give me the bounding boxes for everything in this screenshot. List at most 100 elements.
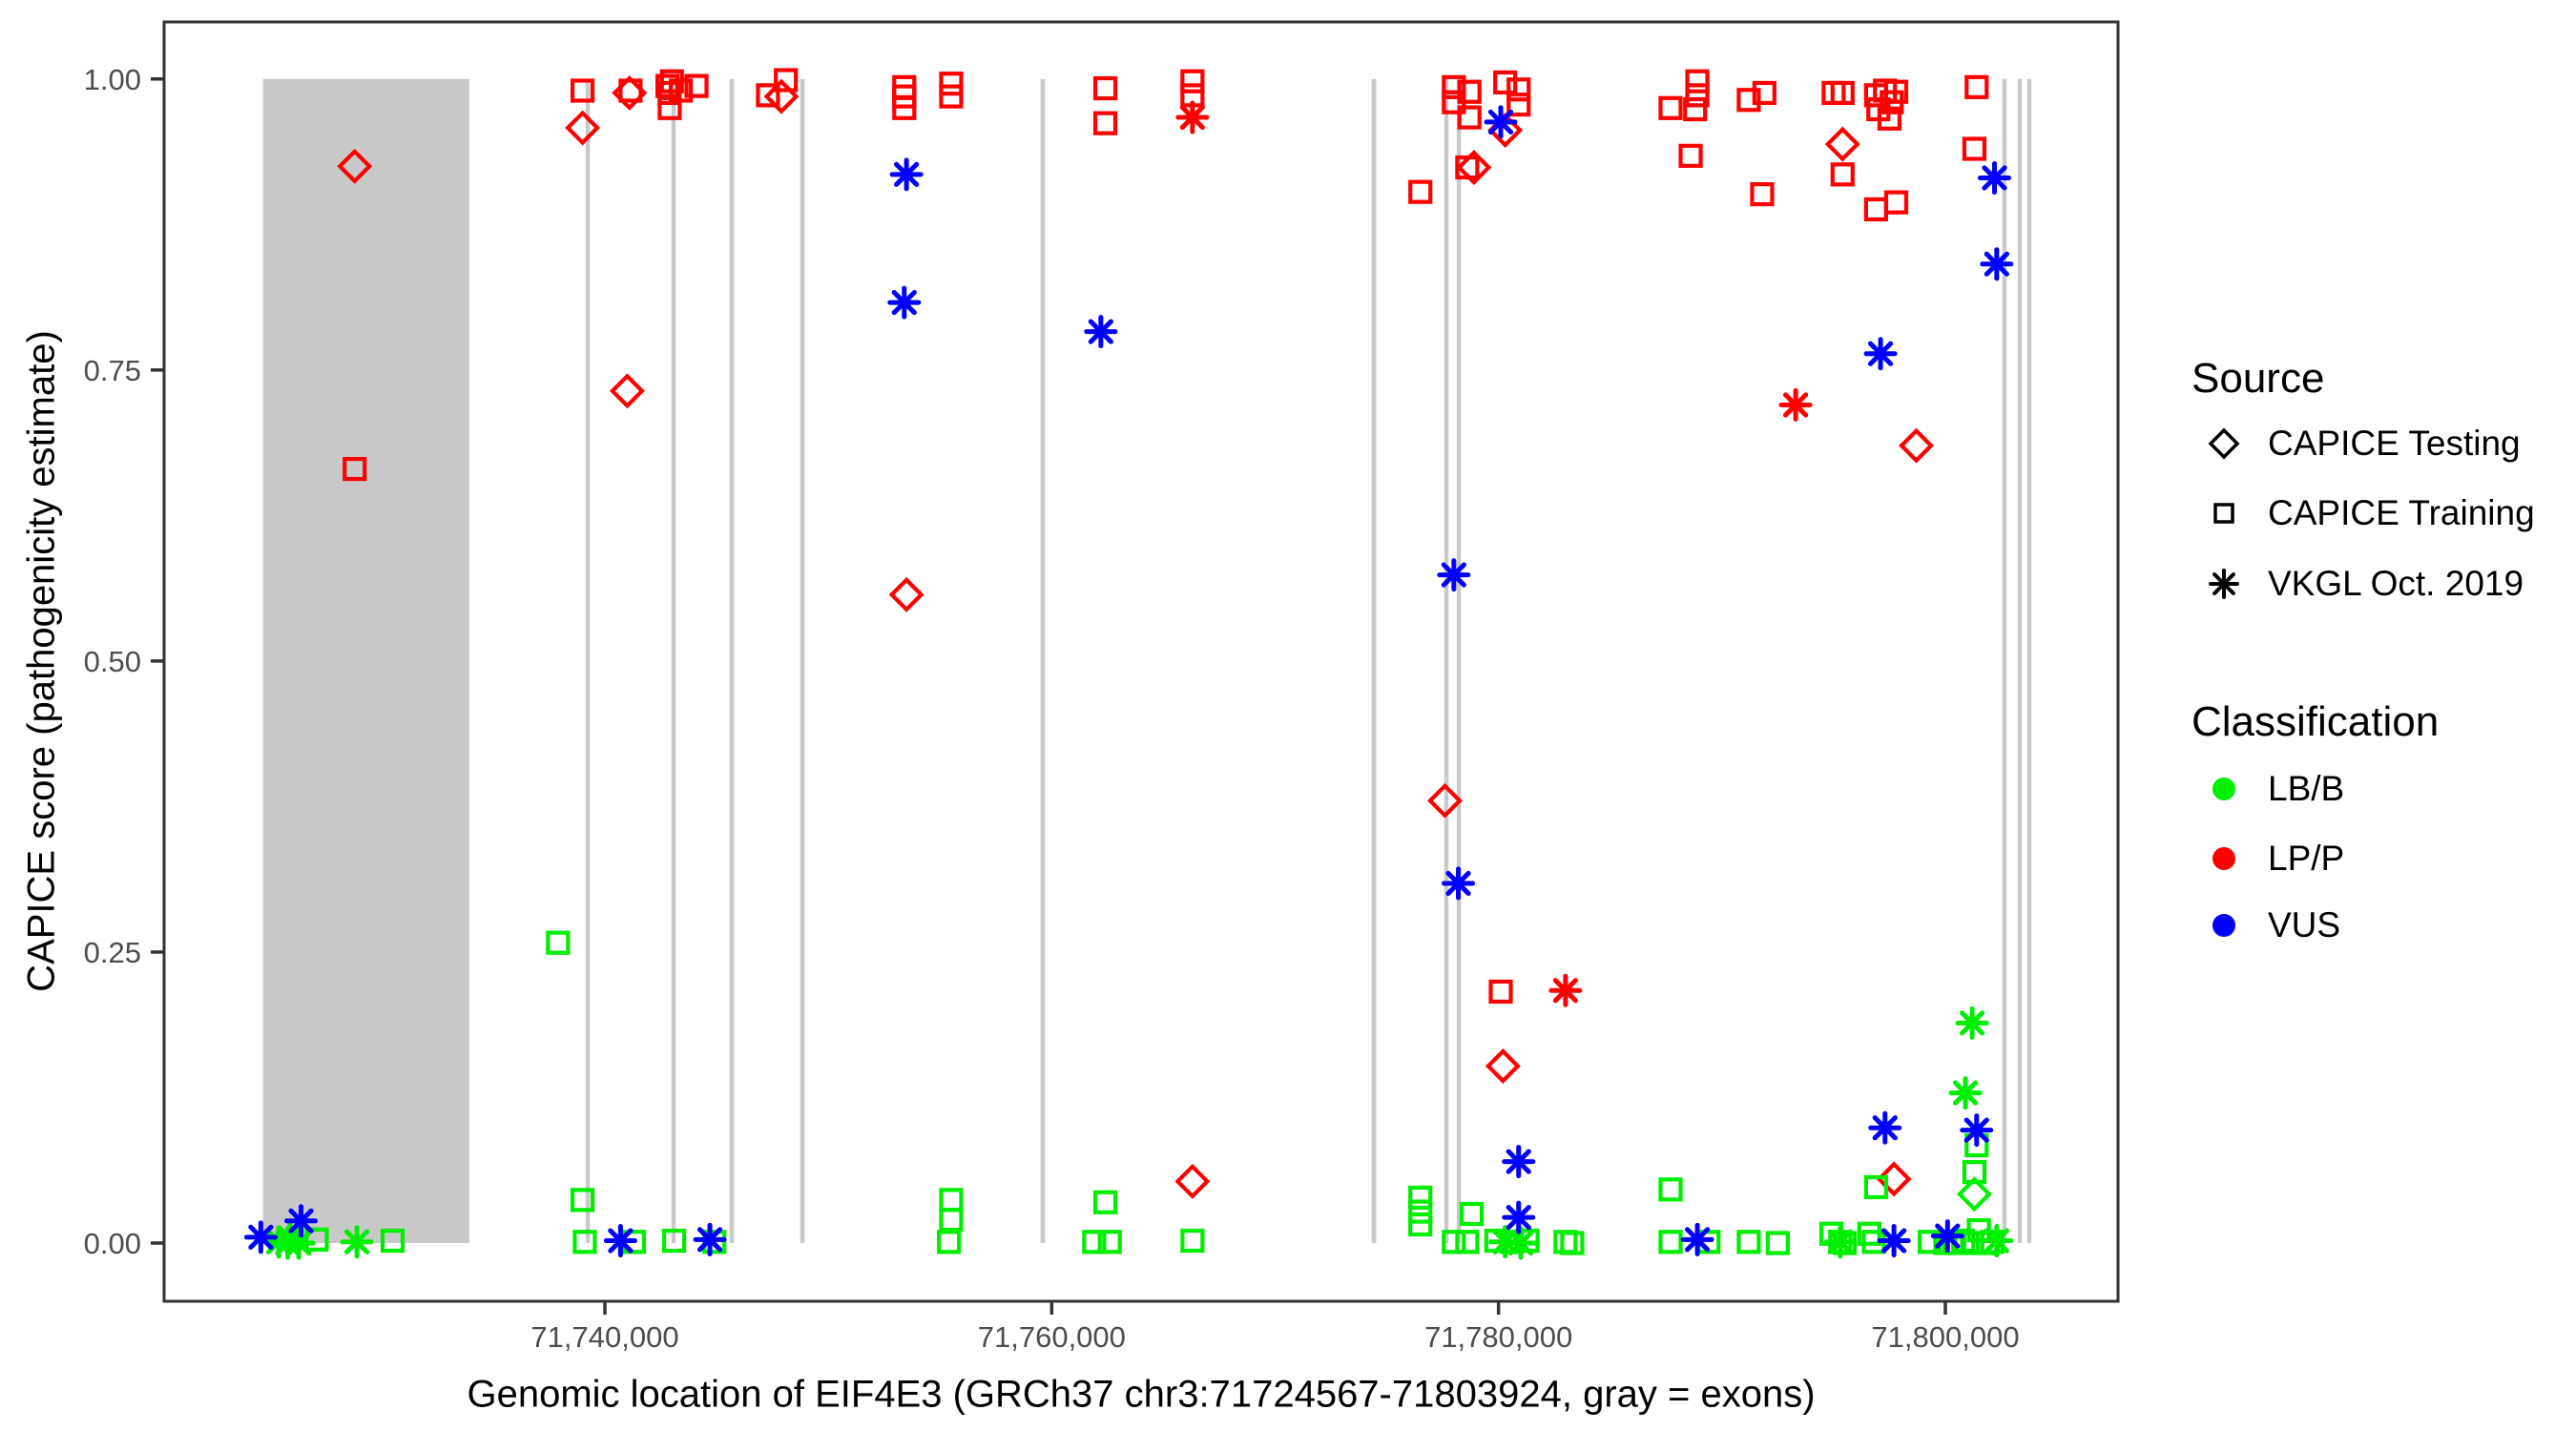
data-point <box>1175 100 1210 135</box>
exon-band <box>1456 78 1462 1243</box>
asterisk-arm <box>1088 319 1113 344</box>
data-point <box>1863 197 1889 222</box>
asterisk-arm <box>1881 1228 1907 1254</box>
data-point <box>1455 1230 1480 1255</box>
data-point <box>1485 1048 1521 1084</box>
asterisk-icon <box>2203 563 2245 605</box>
data-point <box>380 1228 405 1254</box>
green-dot-icon <box>2203 768 2245 810</box>
data-point <box>1962 136 1987 161</box>
asterisk-arm <box>248 1224 274 1250</box>
legend-item-label: VKGL Oct. 2019 <box>2268 564 2524 603</box>
data-point <box>1736 88 1761 113</box>
y-tick-label: 0.00 <box>84 1227 141 1260</box>
data-point <box>1097 1230 1122 1255</box>
exon-band <box>1371 78 1377 1243</box>
x-tick-label: 71,800,000 <box>1871 1320 2019 1354</box>
asterisk-arm <box>1982 165 2007 191</box>
data-point <box>1863 337 1898 371</box>
data-point <box>1502 1145 1536 1179</box>
data-point <box>340 1225 374 1259</box>
data-point <box>1456 150 1492 185</box>
data-point <box>1765 1231 1790 1255</box>
data-point <box>1506 93 1531 117</box>
data-point <box>1876 1161 1912 1197</box>
exon-band <box>2002 78 2007 1243</box>
exon-band <box>262 78 469 1243</box>
asterisk-arm <box>1782 392 1809 418</box>
x-tick-label: 71,760,000 <box>978 1320 1126 1354</box>
exon-band <box>585 78 591 1243</box>
legend-item-label: LP/P <box>2268 839 2345 878</box>
data-point <box>1484 105 1518 139</box>
data-point <box>1863 1174 1889 1200</box>
data-point <box>1678 143 1703 168</box>
exon-band <box>671 78 676 1243</box>
asterisk-arm <box>343 1229 370 1255</box>
data-point <box>1442 74 1466 99</box>
data-point <box>1955 1006 1989 1040</box>
data-point <box>1683 96 1708 122</box>
data-point <box>887 285 922 320</box>
asterisk-arm <box>288 1208 314 1234</box>
asterisk-arm <box>1984 251 2009 277</box>
data-point <box>888 576 924 612</box>
data-point <box>546 930 571 955</box>
data-point <box>337 148 373 184</box>
data-point <box>618 78 643 103</box>
data-point <box>1883 190 1909 215</box>
asterisk-arm <box>1959 1010 1985 1036</box>
data-point <box>937 1230 962 1255</box>
data-point <box>1948 1076 1983 1110</box>
data-point <box>572 1230 597 1255</box>
data-point <box>1877 1224 1911 1258</box>
asterisk-arm <box>1506 1149 1531 1174</box>
legend-item-label: LB/B <box>2268 769 2345 808</box>
data-point <box>1459 1201 1485 1227</box>
data-point <box>939 84 964 109</box>
diamond-icon <box>2203 423 2245 465</box>
data-point <box>1824 126 1860 162</box>
asterisk-arm <box>1507 1230 1534 1256</box>
x-tick-label: 71,740,000 <box>530 1320 678 1354</box>
x-axis-title: Genomic location of EIF4E3 (GRCh37 chr3:… <box>467 1373 1816 1416</box>
data-point <box>684 73 709 98</box>
data-point <box>243 1220 278 1255</box>
data-point <box>1736 1230 1761 1255</box>
asterisk-arm <box>1867 341 1894 366</box>
data-point <box>657 95 682 120</box>
data-point <box>1457 105 1482 130</box>
data-point <box>1823 1225 1858 1259</box>
data-point <box>1092 1190 1118 1214</box>
data-point <box>892 95 917 120</box>
y-tick-label: 0.25 <box>84 936 141 969</box>
data-point <box>1504 1226 1538 1260</box>
data-point <box>1685 69 1710 93</box>
legend-item-vkgl: VKGL Oct. 2019 <box>2203 563 2524 605</box>
asterisk-arm <box>1952 1080 1979 1106</box>
exon-band <box>1040 78 1046 1243</box>
data-point <box>270 1226 304 1260</box>
data-point <box>1930 1219 1964 1254</box>
data-point <box>1658 1177 1683 1202</box>
exon-band <box>2026 78 2032 1243</box>
data-point <box>1830 80 1855 106</box>
data-point <box>1180 69 1205 93</box>
data-point <box>1956 1176 1992 1213</box>
data-point <box>1964 74 1989 99</box>
y-axis-title: CAPICE score (pathogenicity estimate) <box>20 330 63 992</box>
data-point <box>654 73 680 98</box>
data-point <box>1685 83 1710 108</box>
data-point <box>889 157 924 192</box>
data-point <box>1899 427 1935 464</box>
asterisk-arm <box>1963 1117 1989 1143</box>
red-dot-icon <box>2203 838 2245 880</box>
asterisk-arm <box>275 1230 301 1256</box>
data-point <box>1437 558 1471 592</box>
data-point <box>1978 161 2012 196</box>
asterisk-arm <box>696 1227 723 1253</box>
asterisk-arm <box>1684 1227 1711 1253</box>
data-point <box>1488 979 1513 1005</box>
data-point <box>1442 90 1466 114</box>
